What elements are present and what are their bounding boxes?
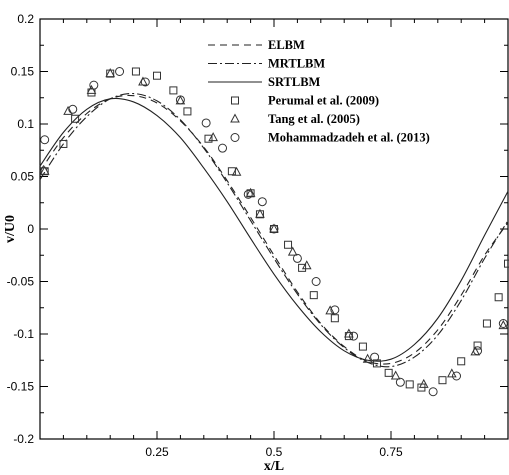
elbm-line xyxy=(39,94,509,365)
square-marker xyxy=(59,139,68,148)
square-marker xyxy=(330,314,339,323)
triangle-marker xyxy=(447,368,457,378)
x-tick-label: 0.75 xyxy=(379,445,403,459)
circle-marker xyxy=(40,135,50,145)
legend: ELBM MRTLBM SRTLBM Perumal et al. (2009) Tan… xyxy=(208,38,430,145)
triangle-marker xyxy=(86,84,97,94)
square-marker xyxy=(204,134,213,143)
square-marker xyxy=(183,107,192,116)
circle-marker xyxy=(201,118,211,128)
circle-marker xyxy=(257,197,267,207)
circle-marker xyxy=(428,387,438,397)
circle-marker xyxy=(292,253,302,263)
triangle-marker xyxy=(63,105,73,115)
circle-marker xyxy=(269,224,279,234)
square-marker xyxy=(372,359,381,368)
y-axis-title: v/U0 xyxy=(3,215,18,243)
circle-marker xyxy=(498,319,508,328)
y-tick-label: -0.05 xyxy=(7,275,35,289)
square-marker xyxy=(473,341,482,350)
triangle-marker xyxy=(325,305,335,315)
triangle-marker xyxy=(287,246,298,256)
square-marker xyxy=(309,291,318,300)
legend-marker-sample xyxy=(231,96,239,105)
legend-label: SRTLBM xyxy=(268,75,321,89)
square-marker xyxy=(405,380,414,389)
y-tick-label: 0.2 xyxy=(17,12,34,26)
triangle-marker xyxy=(208,132,218,142)
y-tick-label: -0.15 xyxy=(7,380,35,394)
x-tick-label: 0.25 xyxy=(145,445,169,459)
square-marker xyxy=(227,167,236,176)
legend-marker-sample xyxy=(230,133,240,142)
triangle-marker xyxy=(418,378,429,388)
x-axis-title: x/L xyxy=(264,459,284,474)
reference-markers xyxy=(39,67,509,397)
square-marker xyxy=(482,319,491,328)
triangle-marker xyxy=(498,320,509,330)
legend-label: Perumal et al. (2009) xyxy=(268,94,379,108)
y-tick-label: 0.05 xyxy=(11,170,35,184)
circle-marker xyxy=(218,143,228,153)
square-marker xyxy=(494,293,503,302)
triangle-marker xyxy=(301,260,312,270)
square-marker xyxy=(504,259,509,268)
x-tick-label: 0.5 xyxy=(266,445,283,459)
square-marker xyxy=(284,240,293,249)
srtlbm-line xyxy=(39,97,509,362)
y-tick-label: 0 xyxy=(27,222,34,236)
square-marker xyxy=(131,67,140,76)
triangle-marker xyxy=(105,68,116,78)
y-tick-label: 0.1 xyxy=(17,117,34,131)
circle-marker xyxy=(89,80,99,90)
legend-label: ELBM xyxy=(268,38,305,52)
circle-marker xyxy=(395,377,405,387)
triangle-marker xyxy=(269,223,279,233)
triangle-marker xyxy=(245,187,256,197)
circle-marker xyxy=(349,331,359,341)
circle-marker xyxy=(330,305,340,315)
square-marker xyxy=(71,114,80,123)
circle-marker xyxy=(68,104,78,114)
triangle-marker xyxy=(255,208,265,218)
triangle-marker xyxy=(39,165,50,175)
triangle-marker xyxy=(344,328,354,338)
circle-marker xyxy=(473,346,483,356)
y-tick-label: 0.15 xyxy=(11,65,35,79)
square-marker xyxy=(358,342,367,351)
mrtlbm-line xyxy=(39,92,509,368)
y-tick-label: -0.1 xyxy=(13,327,34,341)
square-marker xyxy=(438,376,447,385)
circle-marker xyxy=(370,352,380,362)
legend-label: MRTLBM xyxy=(268,57,325,71)
triangle-marker xyxy=(231,166,242,176)
circle-marker xyxy=(311,277,321,286)
legend-marker-sample xyxy=(230,113,240,123)
square-marker xyxy=(384,368,393,377)
circle-marker xyxy=(175,95,185,105)
legend-label: Tang et al. (2005) xyxy=(268,112,360,126)
triangle-marker xyxy=(390,370,401,380)
circle-marker xyxy=(243,189,253,199)
axes: 0.25 0.5 0.75 -0.2 -0.15 -0.1 -0.05 0 0.05 0.1 0.1… xyxy=(7,12,509,459)
square-marker xyxy=(169,86,178,95)
square-marker xyxy=(153,71,161,80)
y-tick-label: -0.2 xyxy=(13,432,34,446)
circle-marker xyxy=(140,77,150,87)
simulation-lines xyxy=(39,92,509,368)
legend-label: Mohammadzadeh et al. (2013) xyxy=(268,131,430,145)
circle-marker xyxy=(115,67,125,76)
triangle-marker xyxy=(362,353,373,363)
square-marker xyxy=(457,357,466,366)
circle-marker xyxy=(452,371,462,381)
square-marker xyxy=(298,263,307,272)
